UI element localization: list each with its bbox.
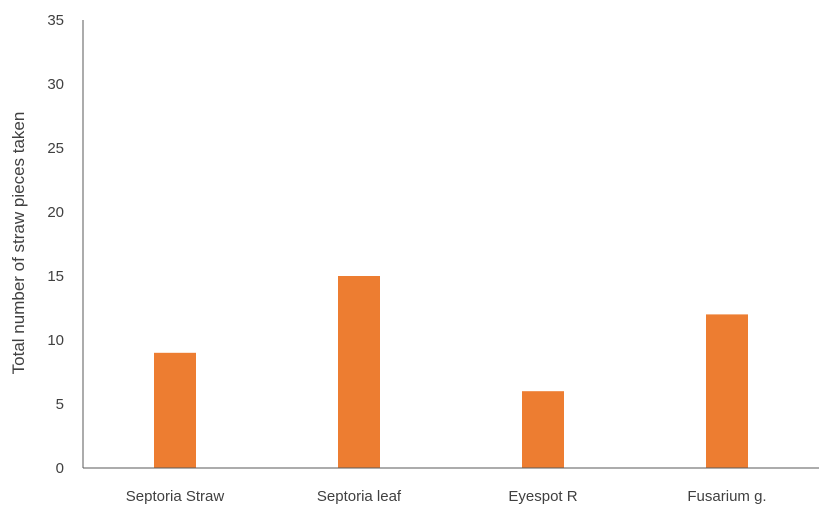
y-tick-label: 10 — [47, 332, 64, 349]
x-tick-label: Septoria Straw — [126, 488, 225, 505]
y-tick-label: 25 — [47, 140, 64, 157]
x-tick-label: Eyespot R — [508, 488, 577, 505]
x-tick-label: Septoria leaf — [317, 488, 402, 505]
bar-group — [154, 276, 748, 468]
y-tick-label: 30 — [47, 76, 64, 93]
y-tick-label: 0 — [56, 460, 64, 477]
y-tick-label: 15 — [47, 268, 64, 285]
bar — [338, 276, 380, 468]
bar — [154, 352, 196, 468]
y-tick-label: 5 — [56, 396, 64, 413]
y-tick-label: 20 — [47, 204, 64, 221]
bar — [706, 314, 748, 468]
y-tick-labels: 0 5 10 15 20 25 30 35 — [47, 12, 64, 477]
bar — [522, 391, 564, 468]
y-tick-label: 35 — [47, 12, 64, 29]
y-axis-title: Total number of straw pieces taken — [9, 112, 28, 375]
x-tick-label: Fusarium g. — [687, 488, 766, 505]
x-tick-labels: Septoria Straw Septoria leaf Eyespot R Fusa… — [126, 488, 767, 505]
